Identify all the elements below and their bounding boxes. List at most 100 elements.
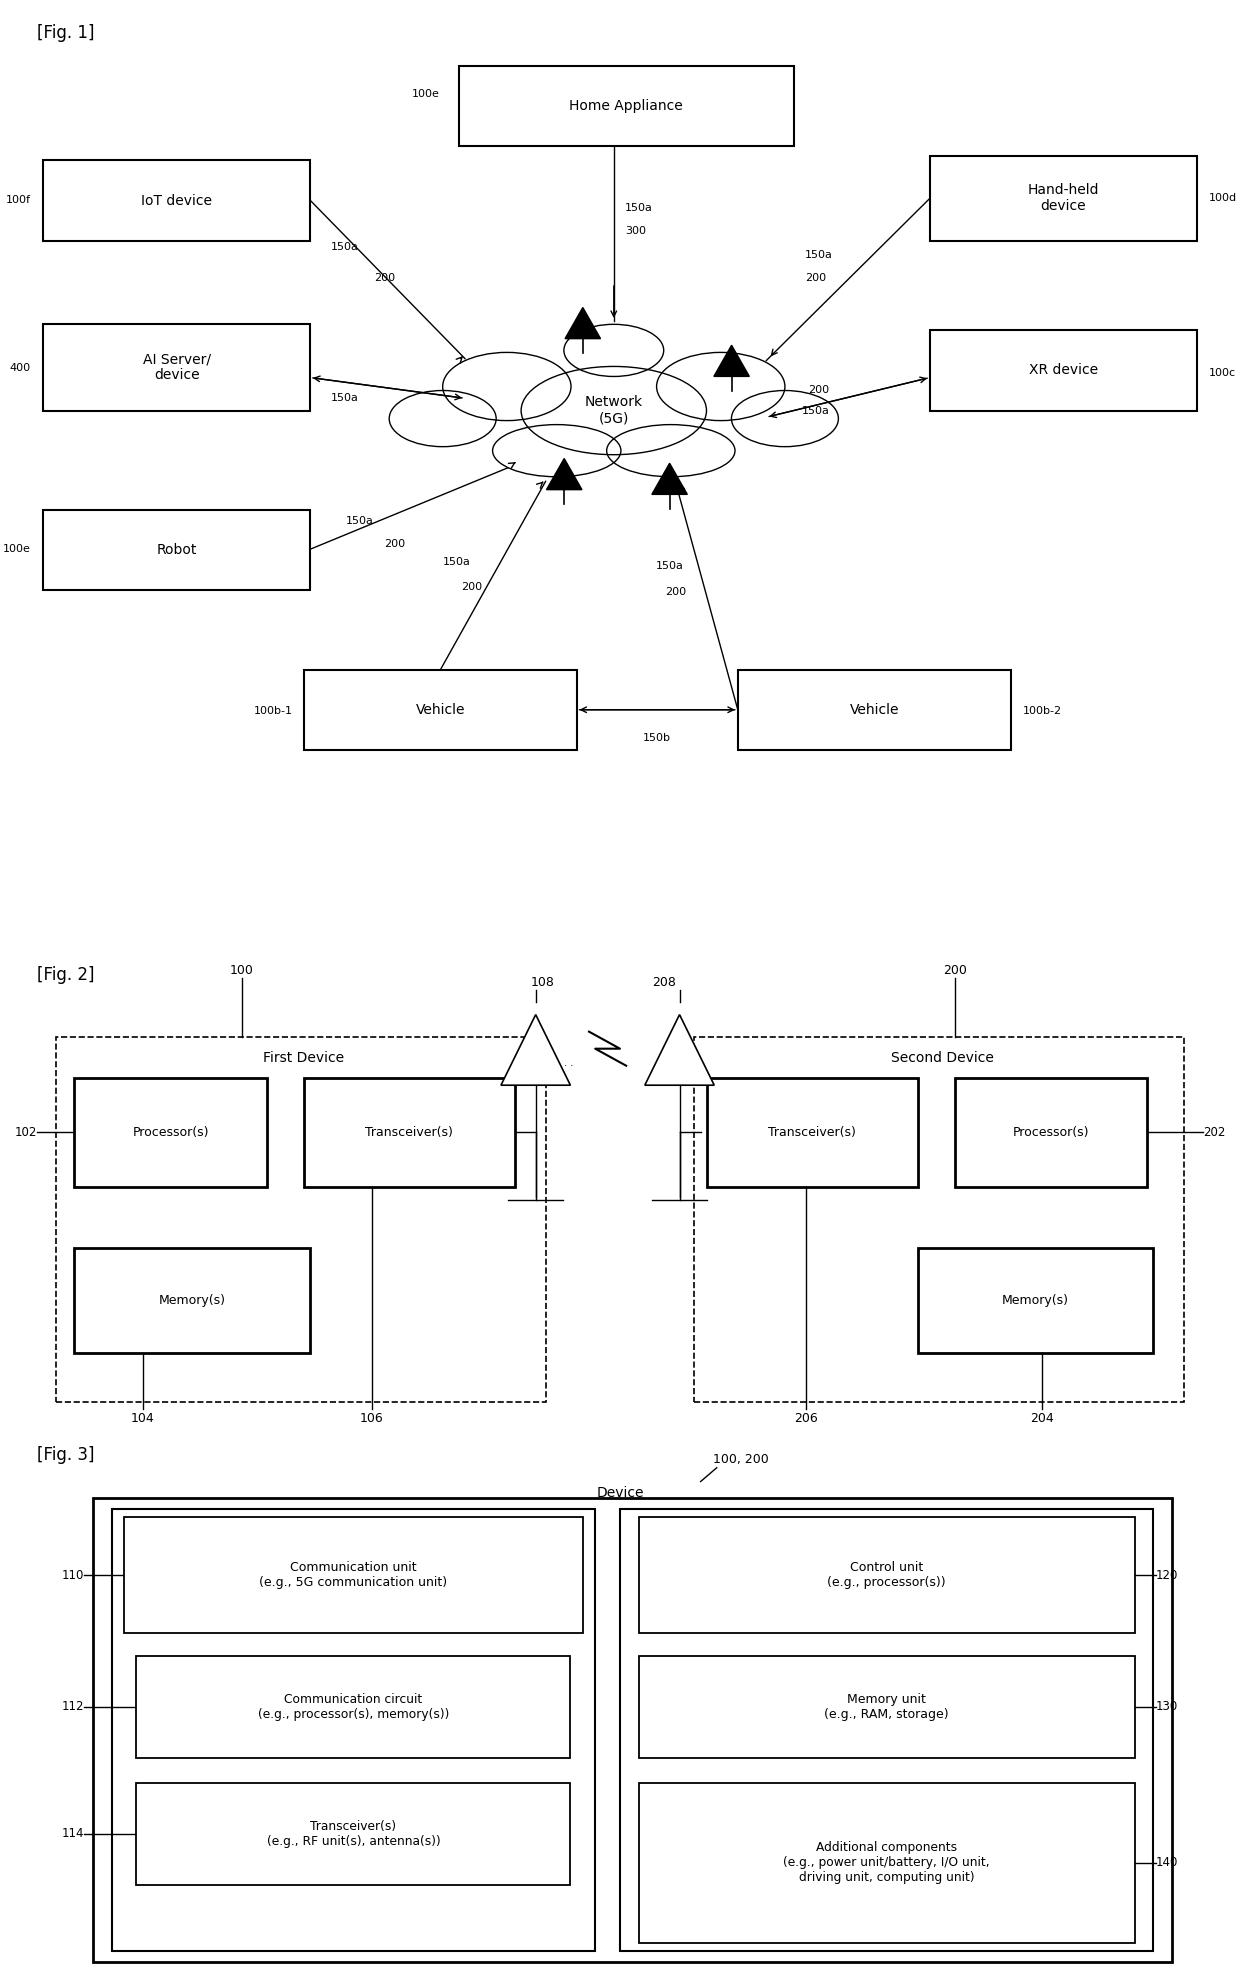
Text: Device: Device: [596, 1486, 644, 1500]
Text: 150a: 150a: [625, 203, 652, 213]
Text: 200: 200: [460, 582, 482, 592]
Ellipse shape: [732, 391, 838, 447]
Ellipse shape: [492, 425, 621, 477]
Polygon shape: [652, 463, 687, 495]
Text: 140: 140: [1156, 1856, 1178, 1870]
FancyBboxPatch shape: [43, 511, 310, 590]
FancyBboxPatch shape: [738, 670, 1011, 751]
Text: Hand-held
device: Hand-held device: [1028, 183, 1099, 213]
Text: 200: 200: [805, 274, 827, 284]
Text: 400: 400: [10, 364, 31, 374]
Text: Communication circuit
(e.g., processor(s), memory(s)): Communication circuit (e.g., processor(s…: [258, 1693, 449, 1721]
FancyBboxPatch shape: [639, 1782, 1135, 1943]
Text: Processor(s): Processor(s): [133, 1127, 208, 1139]
FancyBboxPatch shape: [930, 330, 1197, 411]
Ellipse shape: [606, 425, 735, 477]
Polygon shape: [714, 346, 749, 376]
Text: 102: 102: [15, 1127, 37, 1139]
Text: Transceiver(s)
(e.g., RF unit(s), antenna(s)): Transceiver(s) (e.g., RF unit(s), antenn…: [267, 1820, 440, 1848]
FancyBboxPatch shape: [707, 1077, 918, 1188]
Text: 112: 112: [62, 1701, 84, 1713]
Text: 100d: 100d: [1209, 193, 1238, 203]
FancyBboxPatch shape: [74, 1248, 310, 1353]
Text: 200: 200: [383, 538, 405, 548]
Text: 150a: 150a: [346, 517, 373, 527]
FancyBboxPatch shape: [56, 1037, 546, 1401]
Text: 200: 200: [665, 586, 687, 596]
Text: Memory unit
(e.g., RAM, storage): Memory unit (e.g., RAM, storage): [825, 1693, 949, 1721]
Text: 130: 130: [1156, 1701, 1178, 1713]
Text: 100b-2: 100b-2: [1023, 705, 1063, 715]
Text: 150a: 150a: [331, 242, 358, 252]
Polygon shape: [501, 1015, 570, 1085]
Text: Memory(s): Memory(s): [1002, 1294, 1069, 1307]
Text: 114: 114: [62, 1828, 84, 1840]
Text: Vehicle: Vehicle: [849, 703, 899, 717]
FancyBboxPatch shape: [304, 670, 577, 751]
Text: 150a: 150a: [443, 556, 470, 566]
Text: [Fig. 3]: [Fig. 3]: [37, 1447, 94, 1464]
Text: Network
(5G): Network (5G): [585, 395, 642, 425]
FancyBboxPatch shape: [955, 1077, 1147, 1188]
Text: 202: 202: [1203, 1127, 1225, 1139]
Text: 100b-1: 100b-1: [254, 705, 293, 715]
Text: Home Appliance: Home Appliance: [569, 99, 683, 113]
Text: Second Device: Second Device: [892, 1051, 993, 1065]
Ellipse shape: [521, 366, 707, 455]
Text: Transceiver(s): Transceiver(s): [769, 1127, 856, 1139]
Text: 120: 120: [1156, 1570, 1178, 1582]
FancyBboxPatch shape: [136, 1782, 570, 1886]
Text: 108: 108: [531, 976, 554, 990]
FancyBboxPatch shape: [639, 1655, 1135, 1758]
Text: 110: 110: [62, 1570, 84, 1582]
Text: 208: 208: [652, 976, 676, 990]
FancyBboxPatch shape: [639, 1518, 1135, 1633]
Text: 100e: 100e: [4, 544, 31, 554]
Ellipse shape: [389, 391, 496, 447]
Ellipse shape: [657, 352, 785, 421]
Polygon shape: [547, 459, 582, 489]
FancyBboxPatch shape: [93, 1498, 1172, 1961]
Text: 106: 106: [360, 1413, 384, 1425]
Text: 150b: 150b: [644, 733, 671, 743]
Text: 150a: 150a: [656, 560, 683, 572]
FancyBboxPatch shape: [459, 66, 794, 147]
Text: [Fig. 2]: [Fig. 2]: [37, 966, 94, 984]
Text: 104: 104: [130, 1413, 155, 1425]
Text: [Fig. 1]: [Fig. 1]: [37, 24, 94, 42]
Text: AI Server/
device: AI Server/ device: [143, 352, 211, 382]
Ellipse shape: [443, 352, 570, 421]
FancyBboxPatch shape: [112, 1510, 595, 1951]
Text: First Device: First Device: [263, 1051, 345, 1065]
Text: 200: 200: [807, 385, 830, 395]
FancyBboxPatch shape: [43, 324, 310, 411]
Text: 150a: 150a: [331, 393, 358, 403]
FancyBboxPatch shape: [136, 1655, 570, 1758]
Text: 300: 300: [625, 227, 646, 236]
Text: Memory(s): Memory(s): [159, 1294, 226, 1307]
Text: Processor(s): Processor(s): [1013, 1127, 1089, 1139]
Text: 100c: 100c: [1209, 368, 1236, 378]
FancyBboxPatch shape: [304, 1077, 515, 1188]
Text: IoT device: IoT device: [141, 193, 212, 207]
Text: 100, 200: 100, 200: [713, 1452, 769, 1466]
Text: 100f: 100f: [6, 195, 31, 205]
Text: Communication unit
(e.g., 5G communication unit): Communication unit (e.g., 5G communicati…: [259, 1562, 448, 1590]
Text: 200: 200: [373, 274, 396, 284]
FancyBboxPatch shape: [124, 1518, 583, 1633]
Text: · · ·: · · ·: [558, 1061, 573, 1071]
FancyBboxPatch shape: [74, 1077, 267, 1188]
Text: 150a: 150a: [802, 405, 830, 415]
Text: XR device: XR device: [1029, 364, 1097, 378]
FancyBboxPatch shape: [918, 1248, 1153, 1353]
FancyBboxPatch shape: [43, 161, 310, 240]
Text: 150a: 150a: [805, 250, 832, 260]
Text: 204: 204: [1029, 1413, 1054, 1425]
Text: Additional components
(e.g., power unit/battery, I/O unit,
driving unit, computi: Additional components (e.g., power unit/…: [784, 1842, 990, 1884]
Text: Robot: Robot: [156, 542, 197, 556]
Text: 200: 200: [942, 964, 967, 978]
FancyBboxPatch shape: [930, 155, 1197, 240]
Text: Transceiver(s): Transceiver(s): [366, 1127, 453, 1139]
Text: · · ·: · · ·: [656, 1061, 671, 1071]
Polygon shape: [645, 1015, 714, 1085]
